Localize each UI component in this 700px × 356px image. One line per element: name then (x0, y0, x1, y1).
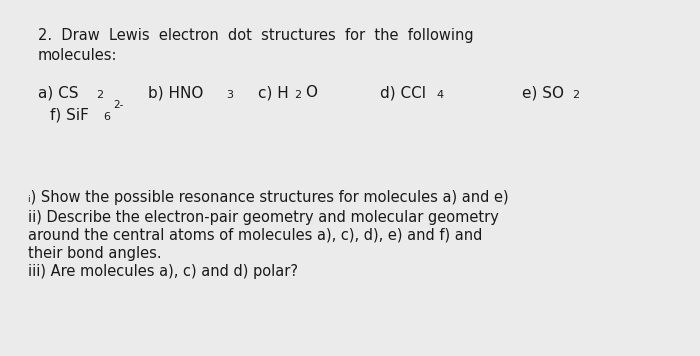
Text: f) SiF: f) SiF (50, 107, 89, 122)
Text: 6: 6 (103, 112, 110, 122)
Text: b) HNO: b) HNO (148, 85, 204, 100)
Text: 2: 2 (96, 90, 103, 100)
Text: their bond angles.: their bond angles. (28, 246, 162, 261)
Text: d) CCl: d) CCl (380, 85, 426, 100)
Text: 2-: 2- (113, 100, 123, 110)
Text: 3: 3 (226, 90, 233, 100)
Text: 2: 2 (572, 90, 579, 100)
Text: O: O (305, 85, 317, 100)
Text: molecules:: molecules: (38, 48, 118, 63)
Text: ᵢ) Show the possible resonance structures for molecules a) and e): ᵢ) Show the possible resonance structure… (28, 190, 509, 205)
Text: a) CS: a) CS (38, 85, 78, 100)
Text: around the central atoms of molecules a), c), d), e) and f) and: around the central atoms of molecules a)… (28, 228, 482, 243)
Text: 2: 2 (294, 90, 301, 100)
Text: iii) Are molecules a), c) and d) polar?: iii) Are molecules a), c) and d) polar? (28, 264, 298, 279)
Text: ii) Describe the electron-pair geometry and molecular geometry: ii) Describe the electron-pair geometry … (28, 210, 499, 225)
Text: 2.  Draw  Lewis  electron  dot  structures  for  the  following: 2. Draw Lewis electron dot structures fo… (38, 28, 474, 43)
Text: c) H: c) H (258, 85, 288, 100)
Text: e) SO: e) SO (522, 85, 564, 100)
Text: 4: 4 (436, 90, 443, 100)
